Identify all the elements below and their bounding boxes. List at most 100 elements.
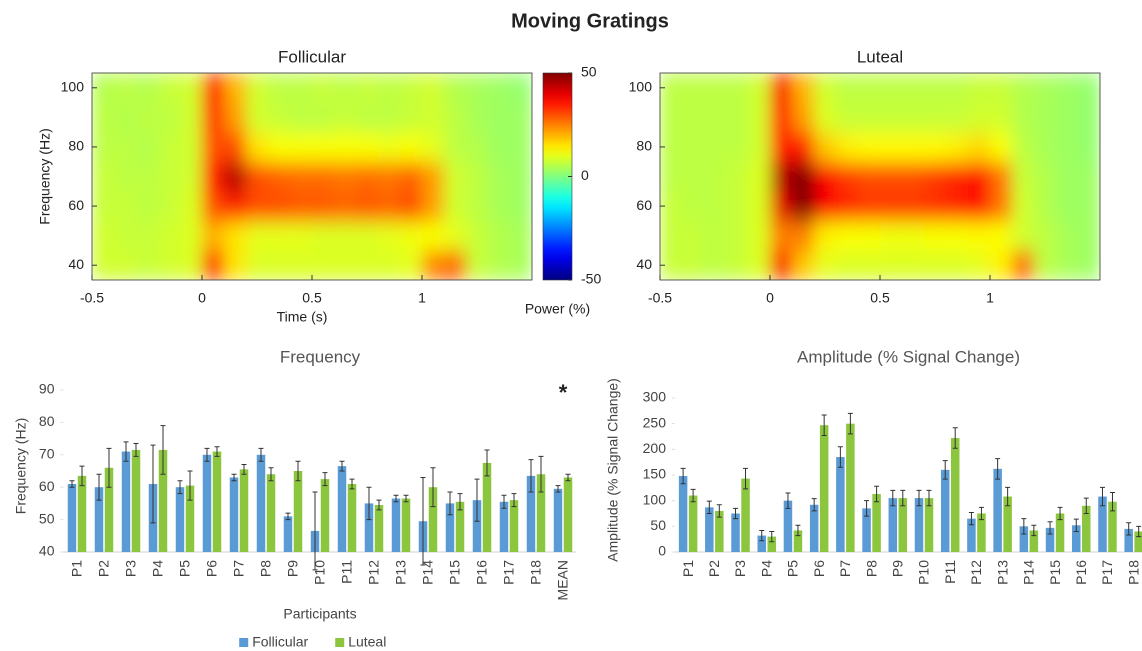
x-tick-label: P11 xyxy=(942,560,958,584)
heat-cell xyxy=(224,161,247,192)
y-tick-label: 80 xyxy=(68,138,84,154)
heat-cell xyxy=(378,73,401,104)
heat-cell xyxy=(334,161,357,192)
heat-cell xyxy=(246,161,269,192)
heat-cell xyxy=(246,220,269,251)
error-bar xyxy=(366,486,372,521)
bar xyxy=(1055,513,1065,552)
error-bar xyxy=(285,512,291,521)
heat-cell xyxy=(136,132,159,163)
heat-cell xyxy=(290,73,313,104)
error-bar xyxy=(811,498,817,512)
heat-cell xyxy=(792,220,815,251)
heat-cell xyxy=(378,220,401,251)
legend-label: Luteal xyxy=(348,634,386,650)
heat-cell xyxy=(246,191,269,222)
y-tick-label: 60 xyxy=(68,197,84,213)
heat-cell xyxy=(180,132,203,163)
heat-cell xyxy=(488,132,511,163)
y-tick-label: 60 xyxy=(636,197,652,213)
heat-cell xyxy=(378,191,401,222)
heat-cell xyxy=(726,102,749,133)
error-bar xyxy=(403,494,409,503)
x-tick-label: MEAN xyxy=(555,560,571,600)
heat-cell xyxy=(924,250,947,280)
heat-cell xyxy=(114,132,137,163)
error-bar xyxy=(1073,518,1079,532)
heat-cell xyxy=(924,73,947,104)
heat-cell xyxy=(224,191,247,222)
heat-cell xyxy=(858,250,881,280)
y-tick-label: 100 xyxy=(61,78,85,94)
error-bar xyxy=(187,470,193,501)
heat-cell xyxy=(660,250,683,280)
heat-cell xyxy=(444,220,467,251)
heat-cell xyxy=(136,161,159,192)
y-axis-label: Frequency (Hz) xyxy=(13,418,29,514)
error-bar xyxy=(952,427,958,449)
heat-cell xyxy=(946,191,969,222)
error-bar xyxy=(160,425,166,475)
bar xyxy=(1082,505,1091,552)
heat-cell xyxy=(968,161,991,192)
error-bar xyxy=(376,499,382,511)
error-bar xyxy=(837,446,843,468)
error-bar xyxy=(1083,497,1089,514)
heat-cell xyxy=(968,73,991,104)
heat-cell xyxy=(268,73,291,104)
heat-cell xyxy=(400,220,423,251)
heat-cell xyxy=(1078,250,1100,280)
bar xyxy=(526,475,536,552)
x-tick-label: P15 xyxy=(1047,560,1063,585)
error-bar xyxy=(430,467,436,508)
heat-cell xyxy=(422,132,445,163)
heat-cell xyxy=(748,191,771,222)
heat-cell xyxy=(268,191,291,222)
heat-cell xyxy=(224,102,247,133)
heat-cell xyxy=(312,220,335,251)
y-tick-label: 50 xyxy=(650,517,666,533)
x-tick-label: P17 xyxy=(1099,560,1115,585)
heat-cell xyxy=(180,220,203,251)
chart-title: Follicular xyxy=(278,47,346,66)
error-bar xyxy=(393,494,399,503)
error-bar xyxy=(1031,524,1037,537)
heat-cell xyxy=(290,191,313,222)
error-bar xyxy=(1047,521,1053,535)
y-tick-label: 40 xyxy=(39,543,55,559)
heat-cell xyxy=(1056,220,1079,251)
error-bar xyxy=(847,412,853,435)
x-tick-label: P5 xyxy=(177,560,193,577)
heat-cell xyxy=(356,250,379,280)
heat-cell xyxy=(466,73,489,104)
heat-cell xyxy=(488,102,511,133)
bar xyxy=(428,487,438,552)
heat-cell xyxy=(726,73,749,104)
x-tick-label: P15 xyxy=(447,560,463,585)
heat-cell xyxy=(858,102,881,133)
y-tick-label: 40 xyxy=(68,256,84,272)
chart-title: Amplitude (% Signal Change) xyxy=(797,347,1020,366)
heat-cell xyxy=(510,161,532,192)
heat-cell xyxy=(836,250,859,280)
heat-cell xyxy=(92,161,115,192)
heat-cell xyxy=(246,132,269,163)
heat-cell xyxy=(880,132,903,163)
heat-cell xyxy=(488,250,511,280)
heat-cell xyxy=(836,102,859,133)
heat-cell xyxy=(902,102,925,133)
heat-cell xyxy=(114,102,137,133)
heat-cell xyxy=(466,220,489,251)
heat-cell xyxy=(682,161,705,192)
heat-cell xyxy=(836,132,859,163)
heat-cell xyxy=(92,73,115,104)
error-bar xyxy=(1057,506,1063,521)
bar xyxy=(455,501,465,552)
heat-cell xyxy=(356,132,379,163)
bar xyxy=(202,454,212,552)
y-tick-label: 250 xyxy=(643,414,667,430)
heat-cell xyxy=(990,73,1013,104)
heat-cell xyxy=(290,161,313,192)
heat-cell xyxy=(422,102,445,133)
